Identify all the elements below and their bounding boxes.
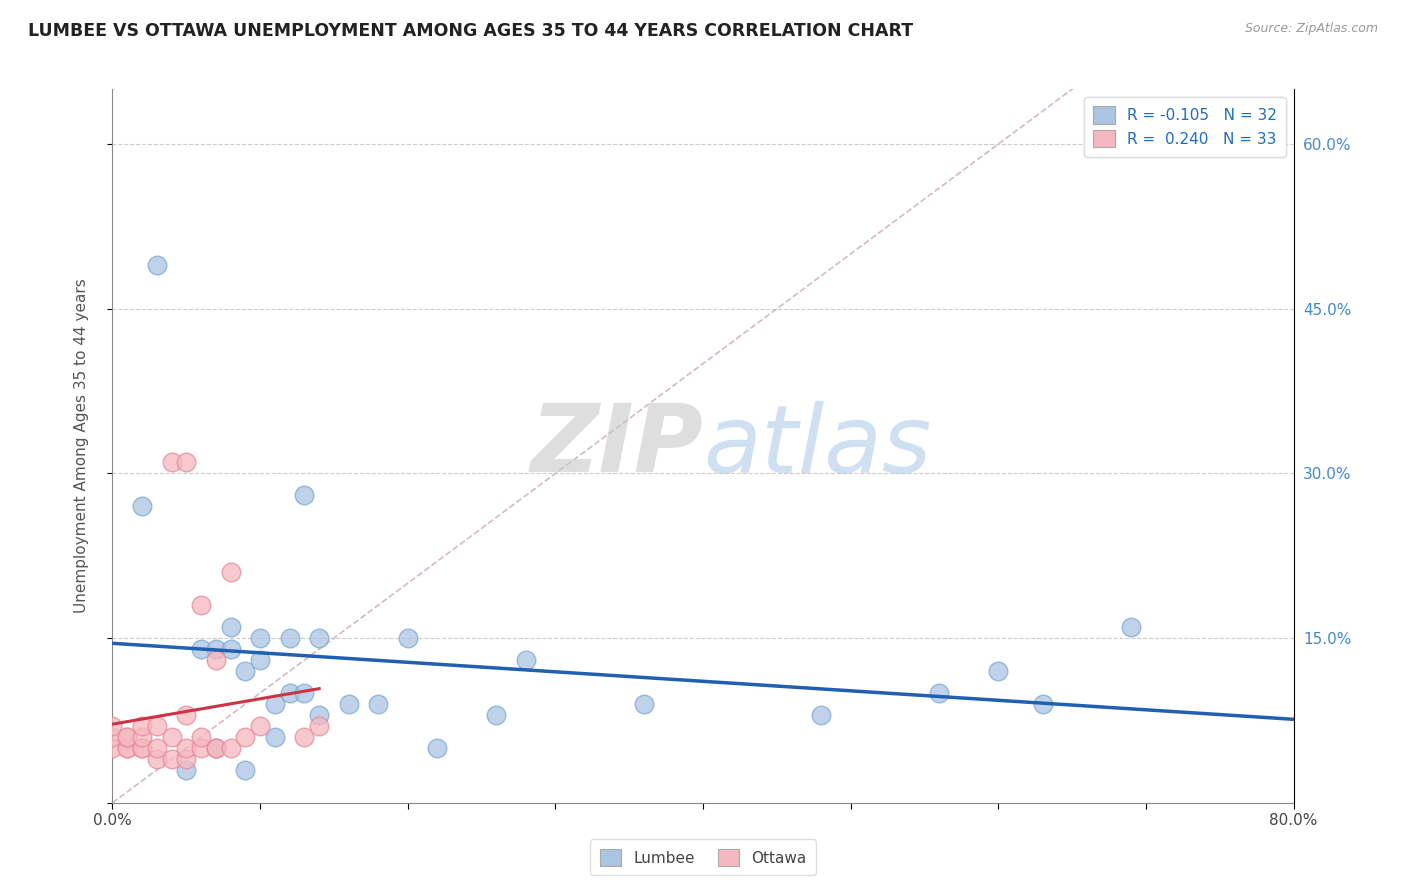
Point: [249, 653, 271, 667]
Point: [174, 708, 197, 723]
Point: [292, 686, 315, 700]
Text: LUMBEE VS OTTAWA UNEMPLOYMENT AMONG AGES 35 TO 44 YEARS CORRELATION CHART: LUMBEE VS OTTAWA UNEMPLOYMENT AMONG AGES…: [28, 22, 914, 40]
Point: [190, 598, 212, 612]
Point: [205, 653, 228, 667]
Point: [117, 740, 138, 755]
Point: [174, 455, 197, 469]
Point: [810, 708, 832, 723]
Text: ZIP: ZIP: [530, 400, 703, 492]
Point: [131, 740, 153, 755]
Point: [308, 719, 330, 733]
Point: [131, 500, 153, 514]
Point: [205, 740, 228, 755]
Point: [233, 763, 256, 777]
Point: [219, 642, 242, 657]
Legend: R = -0.105   N = 32, R =  0.240   N = 33: R = -0.105 N = 32, R = 0.240 N = 33: [1084, 97, 1286, 157]
Point: [219, 620, 242, 634]
Point: [249, 631, 271, 645]
Point: [278, 686, 301, 700]
Point: [174, 740, 197, 755]
Point: [101, 719, 124, 733]
Point: [249, 719, 271, 733]
Point: [160, 730, 183, 744]
Point: [633, 697, 655, 711]
Point: [292, 488, 315, 502]
Point: [205, 740, 228, 755]
Point: [308, 708, 330, 723]
Point: [308, 631, 330, 645]
Point: [101, 730, 124, 744]
Point: [205, 740, 228, 755]
Point: [485, 708, 508, 723]
Point: [292, 730, 315, 744]
Point: [146, 258, 169, 272]
Point: [219, 740, 242, 755]
Point: [367, 697, 389, 711]
Point: [515, 653, 537, 667]
Point: [146, 740, 169, 755]
Point: [131, 730, 153, 744]
Legend: Lumbee, Ottawa: Lumbee, Ottawa: [591, 839, 815, 875]
Point: [205, 642, 228, 657]
Point: [174, 752, 197, 766]
Point: [146, 719, 169, 733]
Point: [160, 752, 183, 766]
Point: [131, 719, 153, 733]
Point: [160, 455, 183, 469]
Point: [1119, 620, 1142, 634]
Text: atlas: atlas: [703, 401, 931, 491]
Point: [426, 740, 449, 755]
Y-axis label: Unemployment Among Ages 35 to 44 years: Unemployment Among Ages 35 to 44 years: [75, 278, 89, 614]
Point: [190, 730, 212, 744]
Point: [337, 697, 360, 711]
Point: [117, 730, 138, 744]
Text: Source: ZipAtlas.com: Source: ZipAtlas.com: [1244, 22, 1378, 36]
Point: [233, 664, 256, 678]
Point: [1032, 697, 1054, 711]
Point: [264, 730, 287, 744]
Point: [117, 740, 138, 755]
Point: [174, 763, 197, 777]
Point: [928, 686, 950, 700]
Point: [146, 752, 169, 766]
Point: [101, 740, 124, 755]
Point: [131, 740, 153, 755]
Point: [278, 631, 301, 645]
Point: [190, 642, 212, 657]
Point: [987, 664, 1010, 678]
Point: [117, 730, 138, 744]
Point: [219, 566, 242, 580]
Point: [190, 740, 212, 755]
Point: [264, 697, 287, 711]
Point: [233, 730, 256, 744]
Point: [396, 631, 419, 645]
